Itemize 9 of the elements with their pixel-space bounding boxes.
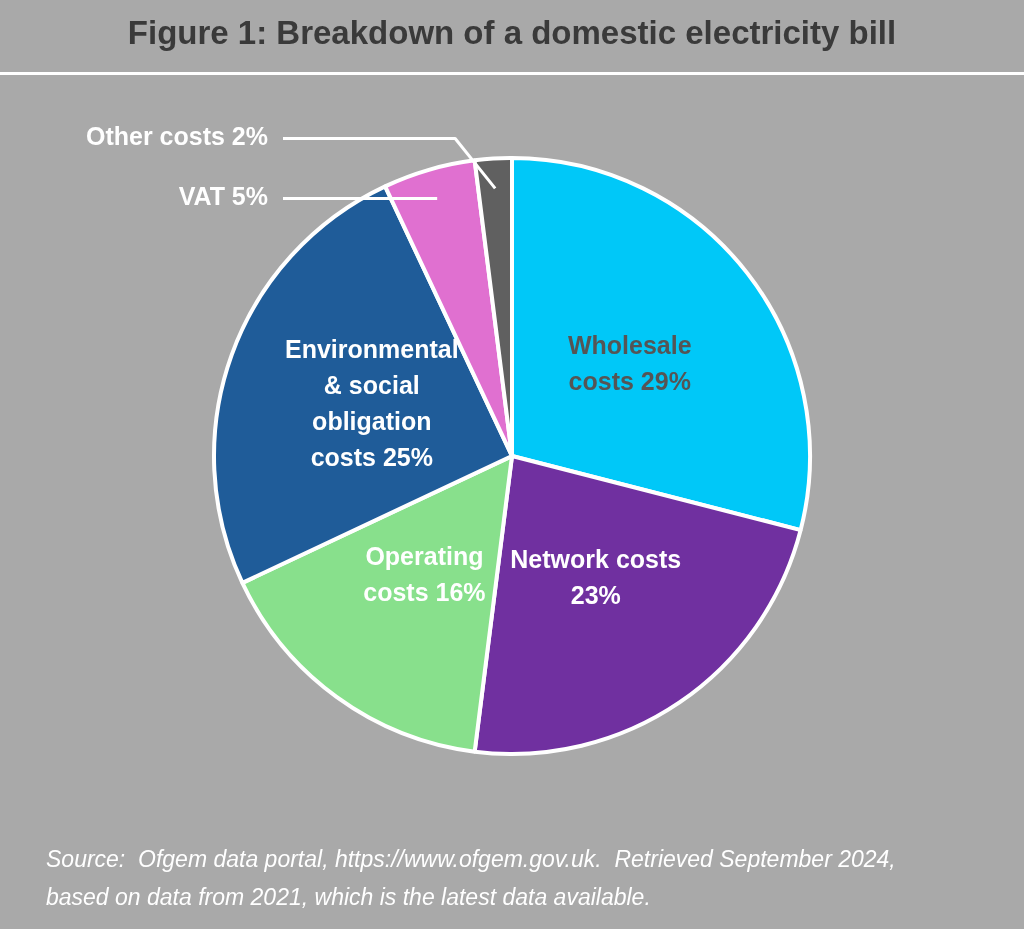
slice-label: Environmental & social obligation costs 25% (284, 335, 459, 472)
slice-label: Wholesale costs 29% (567, 330, 692, 395)
slice-label: VAT 5% (178, 182, 268, 211)
slice-label: Other costs 2% (85, 122, 268, 151)
data-label: 23% (570, 581, 621, 610)
slice-label: Operating costs 16% (363, 542, 486, 607)
source-note: Source: Ofgem data portal, https://www.ofgem.gov.uk. Retrieved September 2024, based on data from 2021, which is the latest data available. (46, 845, 897, 912)
slice-label: Network costs (510, 545, 682, 574)
chart-title: Figure 1: Breakdown of a domestic electricity bill (126, 14, 898, 52)
